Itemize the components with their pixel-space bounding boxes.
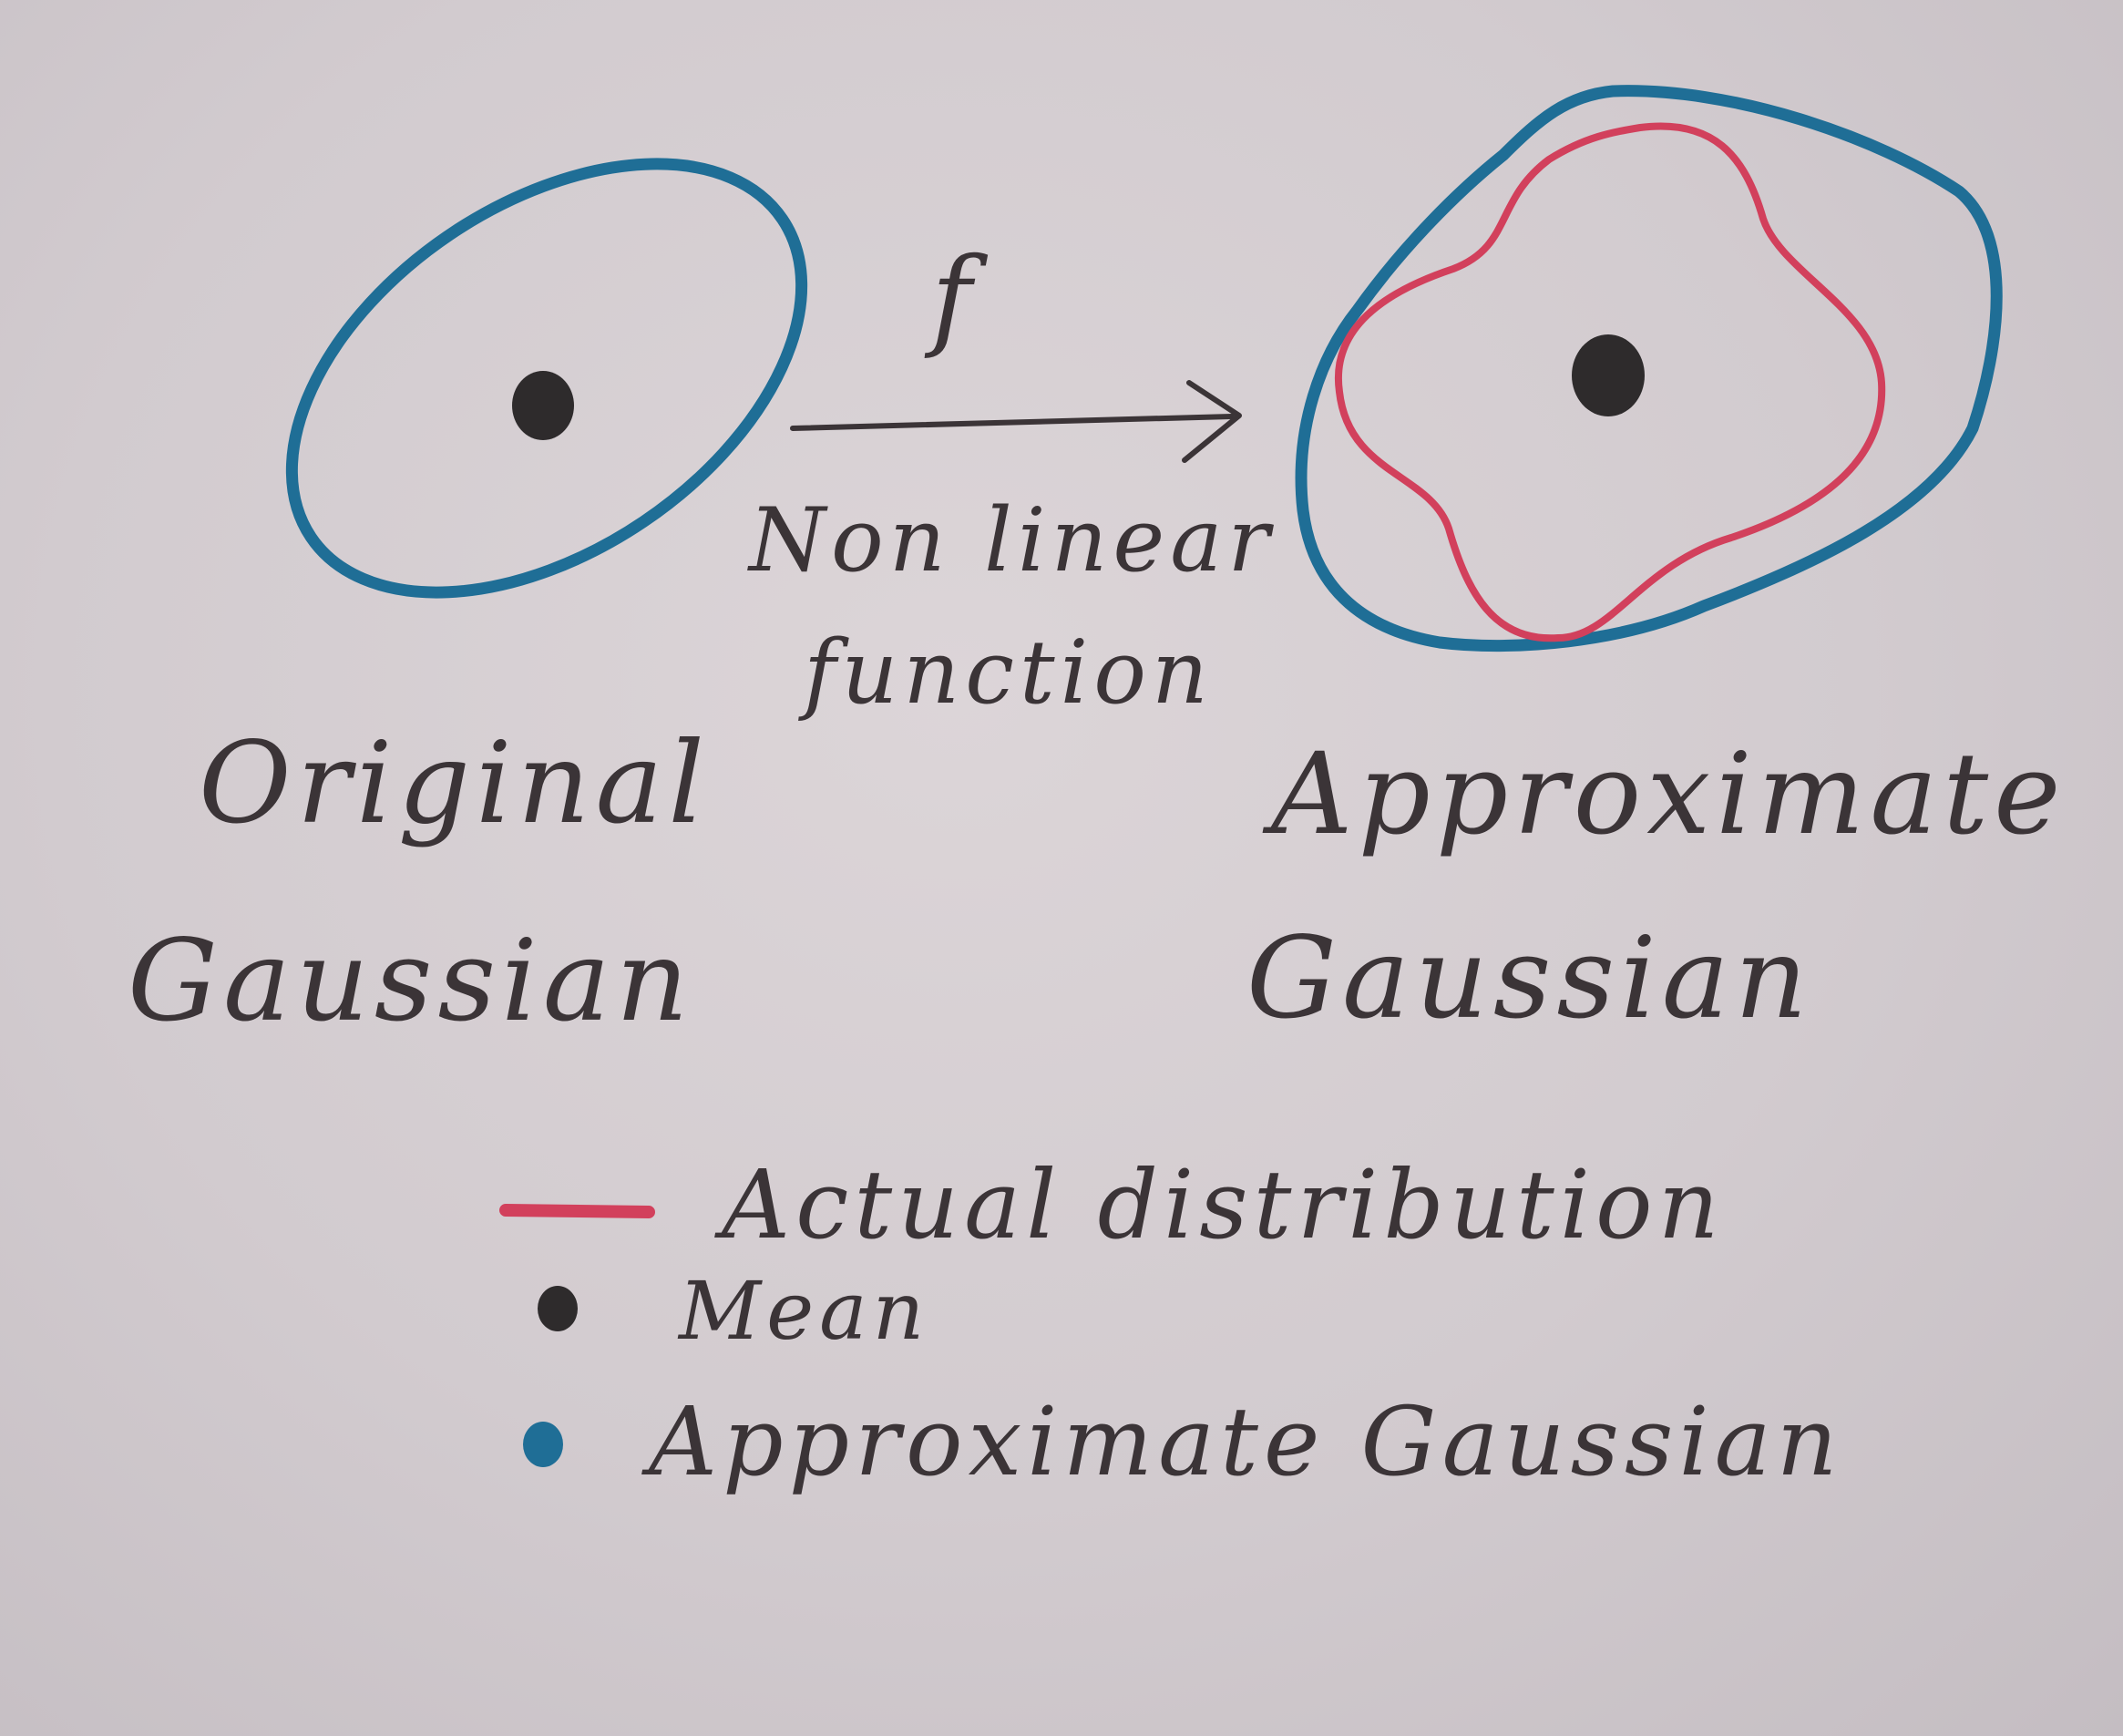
legend-red-line-icon	[499, 1204, 655, 1218]
original-label-line2: Gaussian	[128, 916, 694, 1047]
approximate-mean-dot	[1572, 334, 1645, 416]
original-gaussian-ellipse	[285, 158, 808, 599]
approximate-label-line1: Approximate	[1271, 729, 2067, 860]
legend-actual-distribution-label: Actual distribution	[722, 1149, 1725, 1260]
transform-arrow	[790, 380, 1242, 463]
original-mean-dot	[512, 371, 574, 440]
legend-mean-label: Mean	[679, 1264, 930, 1358]
legend-blue-dot-icon	[523, 1422, 563, 1467]
arrow-caption-line1: Non linear	[749, 489, 1276, 591]
legend-approximate-gaussian-label: Approximate Gaussian	[649, 1386, 1843, 1497]
function-symbol: f	[931, 235, 972, 362]
actual-distribution-outline	[1334, 122, 1886, 642]
arrow-caption-line2: function	[804, 621, 1214, 724]
original-label-line1: Original	[199, 718, 711, 849]
approximate-label-line2: Gaussian	[1246, 913, 1813, 1044]
legend-mean-dot-icon	[538, 1286, 578, 1331]
approximate-gaussian-outline	[1295, 85, 2003, 652]
